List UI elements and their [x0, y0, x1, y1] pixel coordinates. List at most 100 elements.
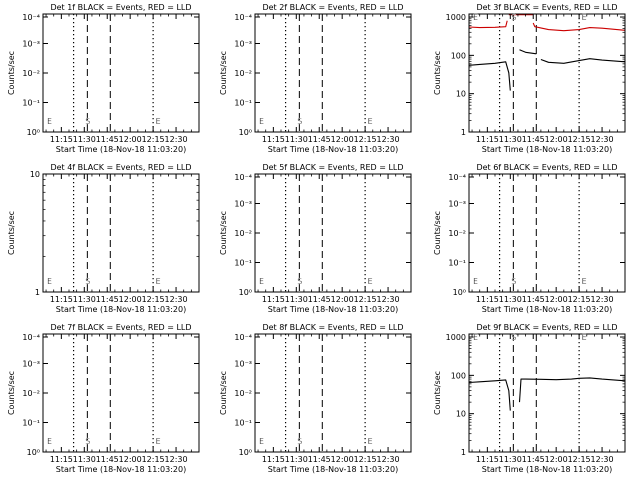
event-marker: S — [511, 277, 516, 286]
panel-det-2: Det 2f BLACK = Events, RED = LLD Counts/s… — [219, 3, 412, 154]
event-marker: S — [297, 277, 302, 286]
x-axis-label: Start Time (18-Nov-18 11:03:20) — [56, 145, 186, 154]
x-tick-label: 11:30 — [285, 295, 308, 304]
x-tick-label: 11:30 — [73, 295, 96, 304]
x-tick-label: 11:15 — [50, 455, 73, 464]
x-tick-label: 11:45 — [522, 455, 545, 464]
event-marker: E — [156, 117, 161, 126]
y-axis-label: Counts/sec — [7, 51, 16, 95]
event-marker: E — [368, 437, 373, 446]
x-tick-label: 12:30 — [165, 295, 188, 304]
y-tick-label: 10⁰ — [453, 288, 466, 297]
y-tick-label: 100 — [451, 371, 466, 380]
panel-title: Det 5f BLACK = Events, RED = LLD — [262, 163, 403, 172]
panel-det-9: Det 9f BLACK = Events, RED = LLD Counts/s… — [433, 323, 626, 474]
y-tick-label: 10⁻² — [22, 69, 40, 78]
panel-title: Det 1f BLACK = Events, RED = LLD — [50, 3, 191, 12]
event-marker: E — [156, 277, 161, 286]
series-line — [519, 49, 537, 55]
x-axis-label: Start Time (18-Nov-18 11:03:20) — [56, 465, 186, 474]
event-marker: S — [85, 437, 90, 446]
y-tick-label: 10⁻¹ — [448, 259, 466, 268]
y-tick-label: 10⁰ — [27, 448, 40, 457]
panel-title: Det 6f BLACK = Events, RED = LLD — [476, 163, 617, 172]
y-tick-label: 100 — [451, 51, 466, 60]
x-tick-label: 12:15 — [568, 455, 591, 464]
x-tick-label: 12:30 — [165, 455, 188, 464]
y-tick-label: 10⁻² — [22, 389, 40, 398]
x-tick-label: 11:45 — [308, 295, 331, 304]
event-marker: E — [473, 333, 478, 342]
plot-frame — [254, 13, 412, 133]
event-marker: E — [473, 277, 478, 286]
panel-title: Det 4f BLACK = Events, RED = LLD — [50, 163, 191, 172]
series-line — [540, 58, 626, 64]
event-marker: E — [259, 437, 264, 446]
x-tick-label: 12:00 — [545, 295, 568, 304]
x-tick-label: 12:15 — [354, 135, 377, 144]
event-marker: S — [85, 277, 90, 286]
panel-title: Det 7f BLACK = Events, RED = LLD — [50, 323, 191, 332]
y-tick-label: 10⁰ — [239, 448, 252, 457]
x-tick-label: 12:15 — [142, 135, 165, 144]
plot-frame — [468, 333, 626, 453]
x-tick-label: 12:30 — [165, 135, 188, 144]
x-tick-label: 12:15 — [142, 295, 165, 304]
x-tick-label: 12:15 — [142, 455, 165, 464]
x-tick-label: 12:00 — [331, 135, 354, 144]
y-tick-label: 10⁻⁴ — [234, 173, 252, 182]
y-tick-label: 10⁰ — [27, 128, 40, 137]
y-tick-label: 10⁻¹ — [234, 419, 252, 428]
x-tick-label: 12:30 — [377, 135, 400, 144]
x-tick-label: 11:15 — [476, 295, 499, 304]
x-axis-label: Start Time (18-Nov-18 11:03:20) — [268, 305, 398, 314]
event-marker: E — [582, 277, 587, 286]
plot-frame — [42, 333, 200, 453]
panel-det-3: Det 3f BLACK = Events, RED = LLD Counts/s… — [433, 3, 626, 154]
y-tick-label: 10⁻¹ — [234, 99, 252, 108]
x-axis-label: Start Time (18-Nov-18 11:03:20) — [268, 145, 398, 154]
x-tick-label: 11:30 — [73, 455, 96, 464]
y-tick-label: 10⁻¹ — [22, 419, 40, 428]
y-tick-label: 10⁻² — [234, 229, 252, 238]
x-tick-label: 12:00 — [119, 295, 142, 304]
event-marker: S — [297, 437, 302, 446]
x-tick-label: 12:00 — [331, 295, 354, 304]
panel-det-7: Det 7f BLACK = Events, RED = LLD Counts/s… — [7, 323, 200, 474]
x-tick-label: 11:30 — [499, 295, 522, 304]
x-tick-label: 11:45 — [96, 455, 119, 464]
plot-frame — [468, 173, 626, 293]
x-tick-label: 12:15 — [568, 295, 591, 304]
y-tick-label: 10⁻³ — [234, 360, 252, 369]
x-tick-label: 11:45 — [96, 295, 119, 304]
y-axis-label: Counts/sec — [7, 211, 16, 255]
event-marker: E — [259, 117, 264, 126]
x-tick-label: 12:30 — [377, 295, 400, 304]
y-tick-label: 10⁻⁴ — [22, 13, 40, 22]
x-axis-label: Start Time (18-Nov-18 11:03:20) — [56, 305, 186, 314]
x-tick-label: 11:15 — [50, 135, 73, 144]
event-marker: S — [511, 13, 516, 22]
y-axis-label: Counts/sec — [219, 211, 228, 255]
y-tick-label: 10⁻² — [234, 69, 252, 78]
y-tick-label: 1000 — [446, 13, 466, 22]
y-tick-label: 10⁻³ — [234, 200, 252, 209]
y-tick-label: 1 — [35, 288, 40, 297]
panel-det-6: Det 6f BLACK = Events, RED = LLD Counts/s… — [433, 163, 626, 314]
series-line — [468, 379, 511, 411]
event-marker: E — [47, 277, 52, 286]
x-tick-label: 11:15 — [262, 295, 285, 304]
x-axis-label: Start Time (18-Nov-18 11:03:20) — [482, 465, 612, 474]
x-tick-label: 11:30 — [73, 135, 96, 144]
y-tick-label: 10⁰ — [239, 288, 252, 297]
event-marker: E — [582, 333, 587, 342]
event-marker: E — [368, 277, 373, 286]
x-tick-label: 11:15 — [262, 455, 285, 464]
y-axis-label: Counts/sec — [433, 211, 442, 255]
y-tick-label: 10⁻³ — [22, 360, 40, 369]
x-tick-label: 12:30 — [591, 295, 614, 304]
y-tick-label: 10⁻¹ — [234, 259, 252, 268]
y-tick-label: 10⁻² — [234, 389, 252, 398]
event-marker: E — [473, 13, 478, 22]
